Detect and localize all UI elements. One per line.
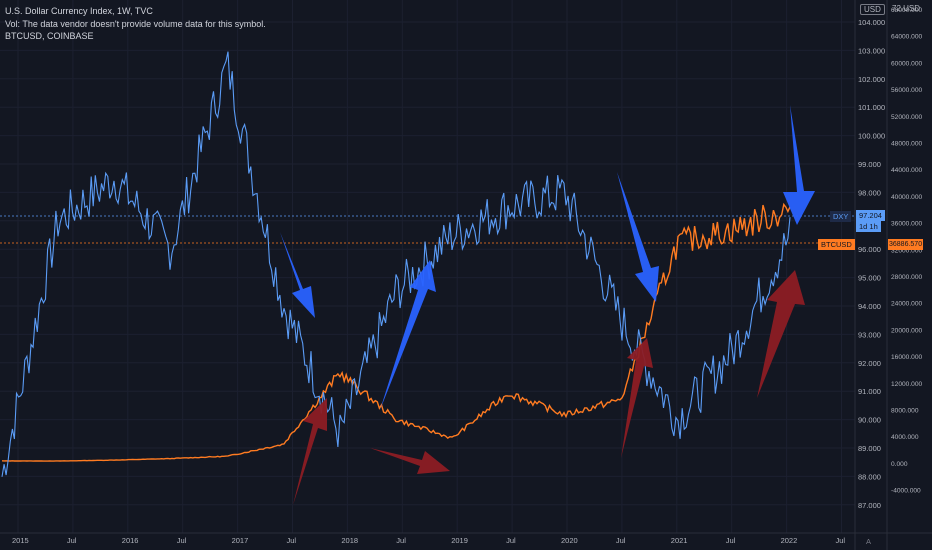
time-axis-tick-label: 2020 [561,536,578,545]
time-axis-tick-label: 2021 [671,536,688,545]
left-axis-tick-label: 96.000 [858,245,881,254]
left-axis-tick-label: 88.000 [858,472,881,481]
dxy-last-price-tag: 97.204 [856,210,885,221]
time-axis-tick-label: Jul [726,536,736,545]
red-arrow-drawing[interactable] [621,338,653,458]
right-axis-tick-label: 8000.000 [891,408,919,415]
left-axis-tick-label: 100.000 [858,132,885,141]
left-axis-tick-label: 101.000 [858,103,885,112]
time-axis-tick-label: Jul [836,536,846,545]
volume-legend: Vol: The data vendor doesn't provide vol… [5,19,266,29]
time-axis-tick-label: Jul [287,536,297,545]
time-axis-tick-label: Jul [506,536,516,545]
left-axis-tick-label: 99.000 [858,160,881,169]
auto-scale-button[interactable]: A [866,537,872,546]
currency-badge[interactable]: USD [860,4,885,15]
btc-series-line [1,202,791,462]
red-arrow-drawing[interactable] [757,270,805,398]
blue-arrow-drawing[interactable] [280,232,315,318]
second-scale-title[interactable]: 72 USD [892,4,921,13]
left-axis-tick-label: 104.000 [858,18,885,27]
dxy-legend-title[interactable]: U.S. Dollar Currency Index, 1W, TVC [5,6,153,16]
right-axis-tick-label: 52000.000 [891,114,923,121]
right-axis-tick-label: 24000.000 [891,301,923,308]
time-axis-tick-label: 2019 [451,536,468,545]
left-axis-tick-label: 91.000 [858,387,881,396]
time-axis-tick-label: 2018 [341,536,358,545]
left-axis-tick-label: 87.000 [858,501,881,510]
right-axis-tick-label: 60000.000 [891,60,923,67]
left-axis-tick-label: 95.000 [858,274,881,283]
btc-legend-title[interactable]: BTCUSD, COINBASE [5,31,94,41]
left-axis-tick-label: 92.000 [858,359,881,368]
left-axis-tick-label: 93.000 [858,330,881,339]
left-axis-tick-label: 102.000 [858,75,885,84]
time-axis-tick-label: Jul [177,536,187,545]
annotation-arrows [280,105,815,505]
right-axis-tick-label: 4000.000 [891,434,919,441]
right-axis-tick-label: 40000.000 [891,194,923,201]
red-arrow-drawing[interactable] [293,398,327,505]
time-axis-tick-label: Jul [616,536,626,545]
time-axis-tick-label: 2015 [12,536,29,545]
btc-last-price-tag: 36886.570 [888,239,924,250]
left-axis-tick-label: 94.000 [858,302,881,311]
time-axis-tick-label: 2016 [122,536,139,545]
blue-arrow-drawing[interactable] [617,172,659,302]
right-axis-tick-label: 36000.000 [891,221,923,228]
blue-arrow-drawing[interactable] [380,260,436,410]
right-axis-tick-label: 20000.000 [891,327,923,334]
left-axis-tick-label: 103.000 [858,46,885,55]
left-axis-tick-label: 89.000 [858,444,881,453]
right-axis-tick-label: 44000.000 [891,167,923,174]
right-axis-tick-label: 48000.000 [891,141,923,148]
blue-arrow-drawing[interactable] [783,105,815,225]
dxy-series-line [1,51,791,477]
right-axis-tick-label: -4000.000 [891,488,921,495]
time-axis-tick-label: 2022 [781,536,798,545]
time-axis-tick-label: Jul [396,536,406,545]
right-axis-tick-label: 68000.000 [891,7,923,14]
right-axis-tick-label: 16000.000 [891,354,923,361]
right-axis-tick-label: 0.000 [891,461,908,468]
left-axis-tick-label: 98.000 [858,188,881,197]
right-axis-tick-label: 12000.000 [891,381,923,388]
red-arrow-drawing[interactable] [370,448,450,474]
dxy-countdown-tag: 1d 1h [856,221,881,232]
time-axis-tick-label: 2017 [232,536,249,545]
dxy-symbol-tag: DXY [830,211,852,222]
left-axis-tick-label: 90.000 [858,416,881,425]
right-axis-tick-label: 32000.000 [891,247,923,254]
right-price-axis[interactable]: 68000.000 64000.000 60000.000 56000.000 5200… [891,7,923,495]
btc-symbol-tag: BTCUSD [818,239,855,250]
right-axis-tick-label: 56000.000 [891,87,923,94]
right-axis-tick-label: 64000.000 [891,34,923,41]
time-axis[interactable]: 2015 Jul 2016 Jul 2017 Jul 2018 Jul 2019 Jul 2020 J… [12,536,845,545]
time-axis-tick-label: Jul [67,536,77,545]
right-axis-tick-label: 28000.000 [891,274,923,281]
